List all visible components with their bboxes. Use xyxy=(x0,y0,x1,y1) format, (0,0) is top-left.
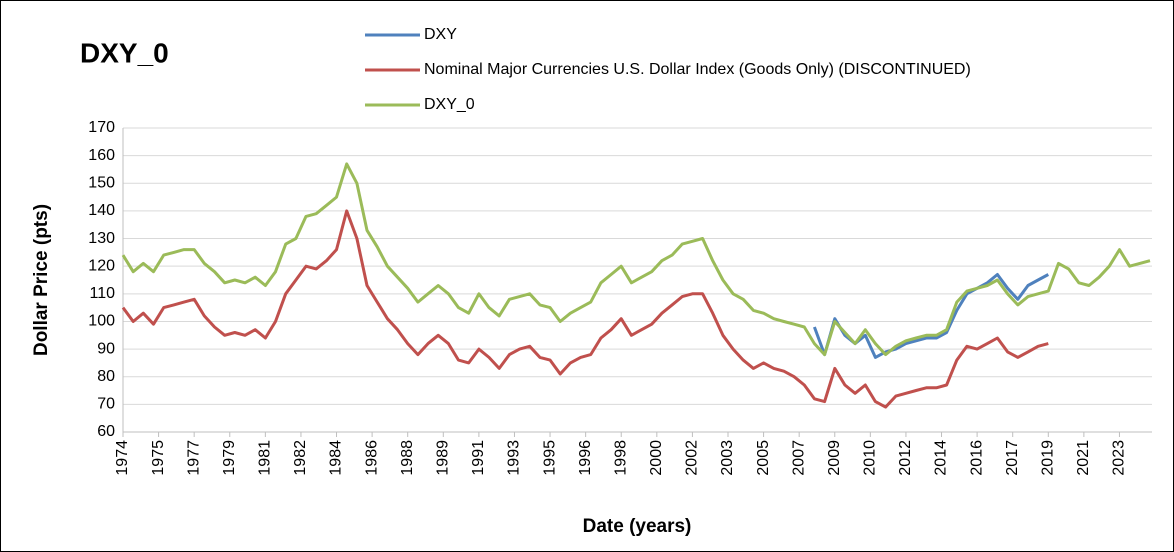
x-tick-label: 2010 xyxy=(862,440,879,476)
y-tick-label: 110 xyxy=(89,285,115,302)
x-tick-label: 1986 xyxy=(363,440,380,476)
y-axis-title: Dollar Price (pts) xyxy=(31,204,52,356)
chart-title: DXY_0 xyxy=(80,37,169,68)
x-tick-label: 1995 xyxy=(541,440,558,476)
x-tick-label: 2009 xyxy=(826,440,843,476)
x-tick-label: 1988 xyxy=(399,440,416,476)
y-tick-label: 150 xyxy=(88,174,115,191)
x-tick-label: 2017 xyxy=(1004,440,1021,476)
x-tick-label: 1982 xyxy=(292,440,309,476)
x-tick-label: 2012 xyxy=(897,440,914,476)
x-tick-label: 1981 xyxy=(257,440,274,476)
y-tick-label: 100 xyxy=(88,313,115,330)
x-tick-label: 1984 xyxy=(328,440,345,476)
y-tick-label: 130 xyxy=(88,230,115,247)
legend-label: Nominal Major Currencies U.S. Dollar Ind… xyxy=(424,61,971,78)
x-tick-label: 2002 xyxy=(684,440,701,476)
x-tick-label: 2014 xyxy=(933,440,950,476)
x-tick-label: 1998 xyxy=(612,440,629,476)
y-tick-label: 140 xyxy=(88,202,115,219)
x-tick-label: 2021 xyxy=(1075,440,1092,476)
x-tick-label: 2000 xyxy=(648,440,665,476)
x-tick-label: 2019 xyxy=(1040,440,1057,476)
x-tick-label: 1996 xyxy=(577,440,594,476)
y-tick-label: 90 xyxy=(97,340,115,357)
series-line xyxy=(121,162,1151,357)
x-tick-label: 1977 xyxy=(185,440,202,476)
x-tick-label: 2007 xyxy=(790,440,807,476)
x-tick-label: 2005 xyxy=(755,440,772,476)
legend-label: DXY xyxy=(424,26,457,43)
x-tick-label: 1989 xyxy=(435,440,452,476)
x-tick-label: 1974 xyxy=(114,440,131,476)
x-tick-label: 1993 xyxy=(506,440,523,476)
x-axis-title: Date (years) xyxy=(583,516,692,537)
x-tick-label: 2023 xyxy=(1111,440,1128,476)
series-line xyxy=(121,209,1049,409)
x-tick-label: 1991 xyxy=(470,440,487,476)
x-tick-label: 1975 xyxy=(150,440,167,476)
y-tick-label: 160 xyxy=(88,147,115,164)
y-tick-label: 170 xyxy=(88,119,115,136)
y-tick-label: 120 xyxy=(88,257,115,274)
legend-label: DXY_0 xyxy=(424,96,475,113)
x-tick-label: 2003 xyxy=(719,440,736,476)
y-tick-label: 60 xyxy=(97,423,115,440)
y-tick-label: 70 xyxy=(97,396,115,413)
x-tick-label: 2016 xyxy=(968,440,985,476)
y-tick-label: 80 xyxy=(97,368,115,385)
x-tick-label: 1979 xyxy=(221,440,238,476)
